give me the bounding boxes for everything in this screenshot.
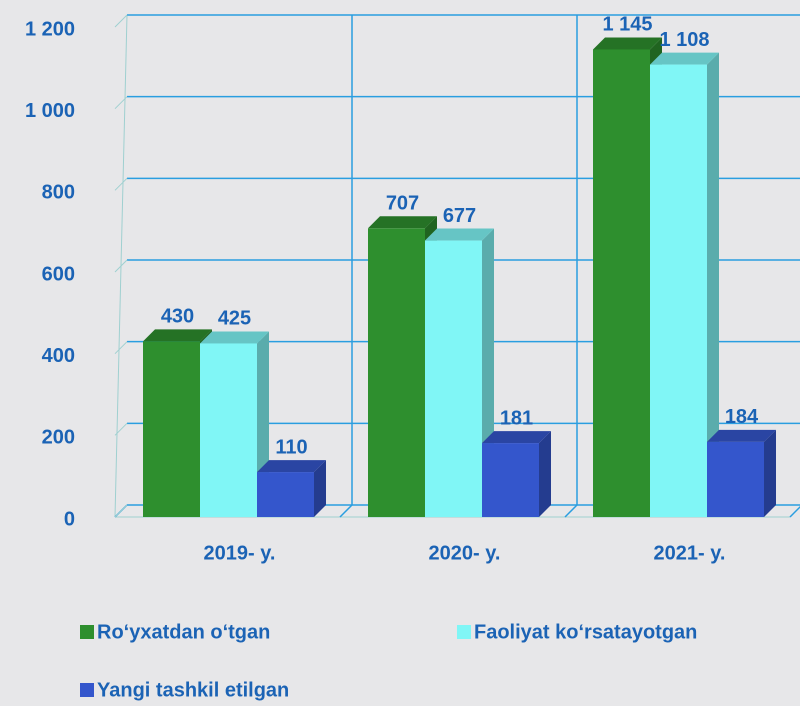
bar: [593, 49, 650, 517]
y-tick-label: 1 000: [25, 100, 75, 122]
grid-tick: [114, 504, 128, 518]
bar-side: [764, 429, 776, 517]
legend-label: Yangi tashkil etilgan: [97, 679, 289, 701]
bar: [482, 443, 539, 517]
x-tick-label: 2020- y.: [429, 542, 501, 564]
y-tick-label: 200: [42, 427, 75, 449]
legend-label: Ro‘yxatdan o‘tgan: [97, 621, 270, 643]
y-tick-label: 800: [42, 182, 75, 204]
legend-swatch: [80, 625, 94, 639]
bar-top: [368, 216, 437, 229]
value-label: 425: [218, 308, 251, 330]
bar: [707, 441, 764, 517]
floor-divider: [564, 504, 578, 518]
value-label: 1 108: [659, 29, 709, 51]
bar-top: [143, 329, 212, 342]
value-label: 184: [725, 406, 759, 428]
bar-top: [200, 331, 269, 344]
value-label: 677: [443, 205, 476, 227]
bar-top: [650, 52, 719, 65]
legend-swatch: [457, 625, 471, 639]
value-label: 110: [275, 436, 307, 458]
bar-top: [593, 37, 662, 50]
grid-tick: [114, 14, 128, 28]
bar-top: [257, 460, 326, 473]
value-label: 181: [500, 407, 533, 429]
bar: [425, 240, 482, 517]
grid-tick: [114, 422, 128, 436]
x-tick-label: 2021- y.: [654, 542, 726, 564]
y-tick-label: 1 200: [25, 18, 75, 40]
y-tick-label: 0: [64, 508, 75, 530]
value-label: 1 145: [602, 14, 652, 36]
bar-top: [425, 228, 494, 241]
bar-side: [539, 431, 551, 517]
bar-top: [707, 429, 776, 442]
value-label: 707: [386, 193, 419, 215]
grid-tick: [114, 177, 128, 191]
bar: [200, 343, 257, 517]
bar: [143, 341, 200, 517]
y-tick-label: 600: [42, 263, 75, 285]
legend-label: Faoliyat ko‘rsatayotgan: [474, 621, 697, 643]
value-label: 430: [161, 306, 194, 328]
bar: [650, 64, 707, 518]
grid-tick: [114, 341, 128, 355]
x-tick-label: 2019- y.: [204, 542, 276, 564]
y-tick-label: 400: [42, 345, 75, 367]
grid-tick: [114, 259, 128, 273]
floor-divider: [789, 505, 800, 518]
bar-side: [707, 52, 719, 518]
bar-side: [314, 460, 326, 517]
bar: [257, 472, 314, 517]
bar-top: [482, 431, 551, 444]
floor-divider: [339, 504, 353, 518]
bar: [368, 228, 425, 517]
legend-swatch: [80, 683, 94, 697]
grid-tick: [114, 96, 128, 110]
